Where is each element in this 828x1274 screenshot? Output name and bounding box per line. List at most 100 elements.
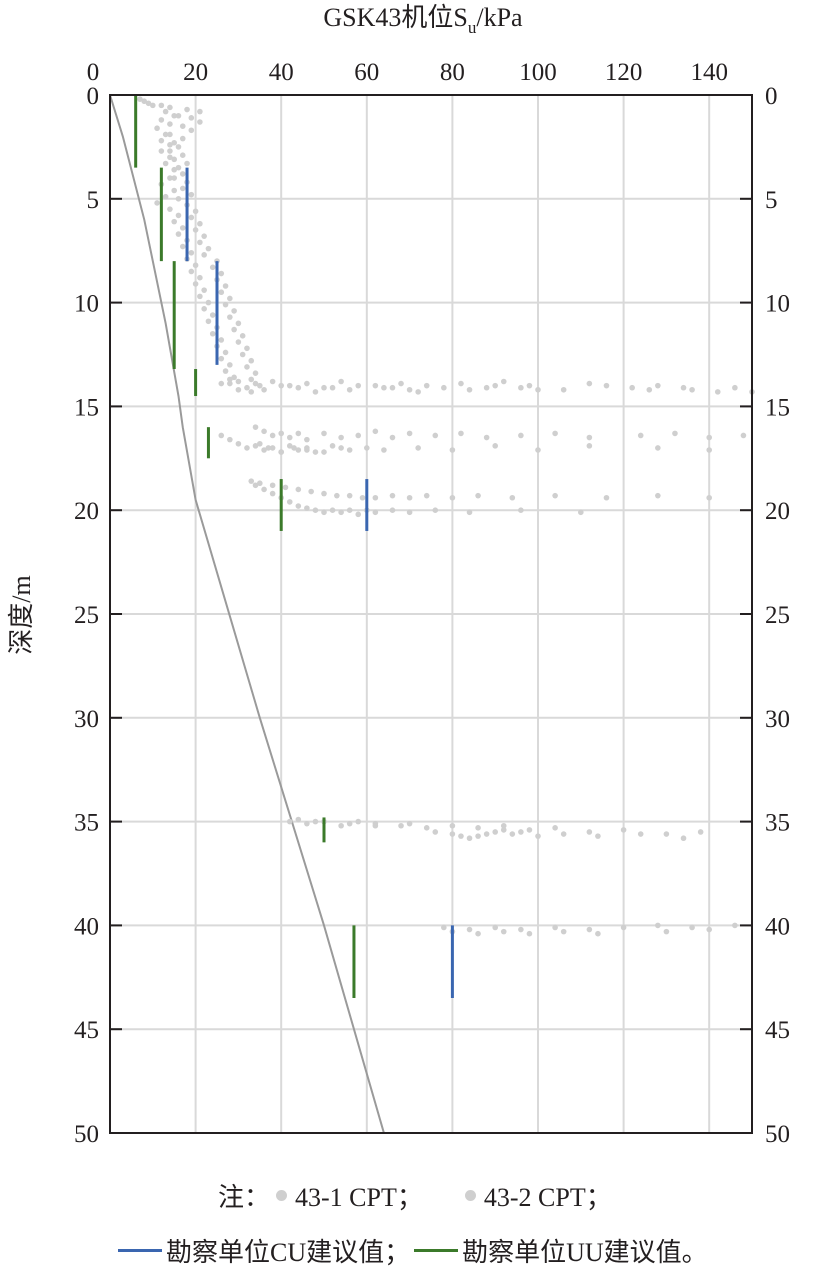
legend-cpt1-label: 43-1 CPT；	[295, 1183, 423, 1212]
cpt-43-1-point	[518, 432, 524, 439]
cpt-43-2-point	[535, 447, 541, 453]
cpt-43-2-point	[286, 443, 293, 449]
y-tick-label-right: 15	[765, 394, 790, 421]
cpt-43-2-point	[321, 509, 327, 516]
cpt-43-2-point	[218, 337, 225, 343]
cpt-43-1-point	[205, 245, 212, 252]
cpt-43-2-point	[154, 125, 160, 132]
cpt-43-2-point	[171, 112, 177, 119]
cpt-43-1-point	[518, 926, 524, 933]
cpt-43-1-point	[269, 482, 276, 489]
cpt-43-1-point	[372, 428, 379, 435]
cpt-43-1-point	[239, 333, 246, 339]
cpt-43-1-point	[552, 825, 558, 831]
cpt-43-1-point	[732, 384, 738, 391]
y-tick-label-right: 5	[765, 187, 778, 214]
cpt-43-2-point	[167, 206, 173, 212]
cpt-43-1-point	[218, 270, 225, 277]
cpt-43-2-point	[218, 380, 225, 387]
cpt-43-1-point	[620, 924, 627, 931]
recommended-values-group	[134, 95, 454, 999]
cpt-43-1-point	[526, 827, 533, 833]
cpt-43-2-point	[449, 447, 456, 453]
cpt-43-1-point	[295, 486, 302, 493]
cpt-43-2-point	[355, 511, 362, 518]
cpt-43-2-point	[595, 930, 601, 937]
cpt-43-2-point	[706, 447, 712, 453]
cpt-43-2-point	[192, 262, 199, 269]
cpt-43-2-point	[235, 386, 242, 393]
cpt-43-1-point	[552, 430, 558, 437]
cpt-43-1-point	[188, 214, 195, 221]
cpt-43-1-point	[432, 432, 439, 439]
cpt-43-1-point	[466, 926, 473, 933]
y-tick-label-right: 10	[765, 291, 790, 318]
y-tick-label-right: 35	[765, 810, 790, 837]
x-axis-title-subscript: u	[468, 18, 477, 37]
cpt-43-2-point	[209, 330, 216, 337]
cpt-43-1-point	[406, 494, 413, 501]
cpt-43-2-point	[406, 820, 413, 827]
cpt-43-1-point	[222, 301, 229, 308]
cpt-43-2-point	[475, 930, 481, 937]
cpt-43-2-point	[518, 507, 524, 513]
cpt-43-1-point	[179, 171, 186, 177]
cpt-43-1-point	[175, 112, 182, 119]
x-tick-label: 20	[183, 59, 208, 86]
cpt-43-2-point	[500, 827, 507, 833]
legend-cpt2-marker	[464, 1190, 476, 1201]
legend-cpt2-label: 43-2 CPT；	[483, 1183, 612, 1212]
cpt-43-2-point	[235, 440, 242, 447]
cpt-43-1-point	[137, 96, 143, 102]
cpt-43-2-point	[466, 509, 473, 516]
cpt-43-2-point	[162, 131, 169, 138]
cpt-43-1-point	[355, 818, 362, 825]
cpt-43-1-point	[458, 380, 464, 387]
cpt-43-2-point	[162, 108, 169, 115]
cpt-43-1-point	[423, 382, 430, 389]
cpt-43-2-point	[150, 102, 156, 109]
cpt-43-2-point	[197, 274, 203, 281]
y-tick-label-left: 40	[74, 913, 99, 940]
cpt-43-1-point	[269, 378, 276, 385]
y-tick-label-right: 45	[765, 1017, 790, 1044]
x-tick-label: 0	[87, 59, 100, 86]
cpt-43-1-point	[706, 434, 712, 441]
cpt-43-2-point	[560, 386, 567, 393]
cpt-43-1-point	[689, 924, 695, 931]
cpt-43-2-point	[295, 384, 302, 391]
cpt-43-2-point	[329, 384, 336, 391]
cpt-43-1-point	[338, 434, 344, 441]
cpt-43-2-point	[312, 449, 319, 455]
cpt-43-1-point	[372, 494, 379, 501]
cpt-43-1-point	[235, 378, 242, 385]
cpt-43-2-point	[188, 268, 195, 275]
cpt-43-2-point	[364, 445, 370, 451]
cpt-43-1-point	[171, 175, 177, 181]
cpt-43-2-point	[415, 389, 421, 395]
legend-cu-swatch	[118, 1249, 162, 1252]
x-tick-label: 40	[269, 59, 294, 86]
cpt-43-1-point	[286, 818, 293, 825]
cpt-43-2-point	[304, 505, 310, 511]
cpt-43-1-point	[286, 434, 293, 441]
cpt-43-2-point	[381, 447, 387, 453]
cpt-43-1-point	[282, 484, 289, 491]
cpt-43-2-point	[227, 380, 233, 387]
cpt-43-2-point	[329, 443, 336, 449]
cpt-43-1-point	[235, 339, 242, 345]
cpt-43-1-point	[586, 380, 593, 387]
cpt-43-1-point	[672, 430, 678, 437]
cpt-43-1-point	[231, 308, 237, 314]
cpt-43-2-point	[231, 374, 237, 381]
cpt-43-1-point	[500, 378, 507, 385]
cpt-43-2-point	[415, 445, 421, 451]
cpt-43-2-point	[197, 293, 203, 300]
cpt-43-1-point	[171, 139, 177, 146]
cpt-43-2-point	[372, 822, 379, 829]
cpt-43-2-point	[500, 928, 507, 935]
cpt-43-2-point	[714, 389, 721, 395]
cpt-43-1-point	[231, 326, 237, 333]
cpt-43-2-point	[158, 117, 165, 123]
